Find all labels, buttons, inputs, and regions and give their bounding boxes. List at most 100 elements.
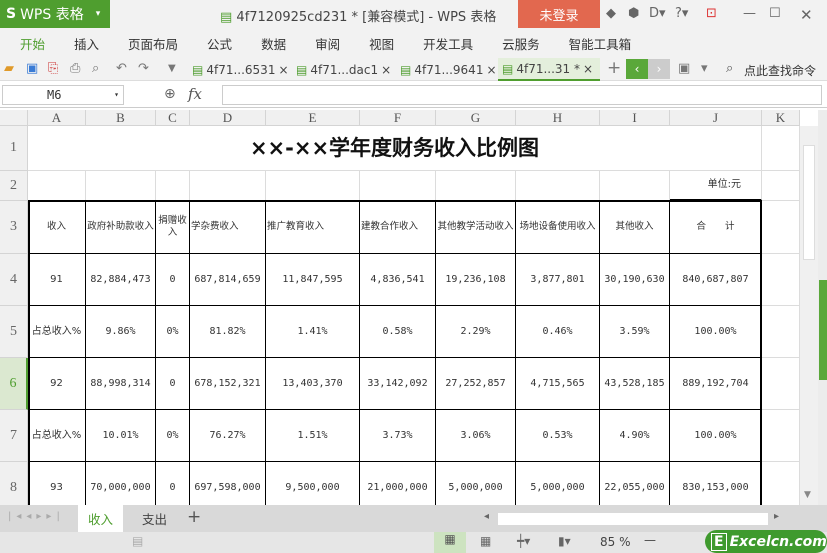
freeze-icon[interactable]: ┿▾: [517, 534, 531, 548]
save-icon[interactable]: ▣: [26, 61, 39, 76]
data-cell[interactable]: 82,884,473: [86, 254, 156, 306]
data-cell[interactable]: 21,000,000: [360, 462, 436, 505]
data-cell[interactable]: 9.86%: [86, 306, 156, 358]
row-header-1[interactable]: 1: [0, 126, 28, 171]
data-cell[interactable]: 93: [28, 462, 86, 505]
tab-next-icon[interactable]: ›: [648, 59, 670, 79]
tab-list-icon[interactable]: ▾: [701, 61, 708, 76]
data-cell[interactable]: 889,192,704: [670, 358, 762, 410]
data-cell[interactable]: 0: [156, 358, 190, 410]
row-header-4[interactable]: 4: [0, 254, 28, 306]
data-cell[interactable]: 2.29%: [436, 306, 516, 358]
cell[interactable]: [436, 171, 516, 201]
menu-home[interactable]: 开始: [20, 36, 46, 52]
data-cell[interactable]: 27,252,857: [436, 358, 516, 410]
doc-tab[interactable]: ▤ 4f71...6531 ×: [188, 58, 293, 81]
login-button[interactable]: 未登录: [518, 0, 600, 28]
close-icon[interactable]: ×: [486, 62, 497, 77]
maximize-icon[interactable]: ☐: [769, 6, 781, 21]
scroll-left-icon[interactable]: ◂: [484, 511, 490, 522]
menu-developer[interactable]: 开发工具: [423, 36, 474, 52]
data-cell[interactable]: 9,500,000: [266, 462, 360, 505]
column-header-C[interactable]: C: [156, 110, 190, 126]
skin-icon[interactable]: ◆: [606, 6, 616, 21]
data-cell[interactable]: 3.06%: [436, 410, 516, 462]
column-header-J[interactable]: J: [670, 110, 762, 126]
data-cell[interactable]: 占总收入%: [28, 306, 86, 358]
column-header-K[interactable]: K: [762, 110, 800, 126]
cell[interactable]: [762, 126, 800, 171]
print-icon[interactable]: ⎙: [70, 61, 81, 76]
undo-icon[interactable]: ↶: [116, 61, 127, 76]
column-title[interactable]: 其他收入: [600, 201, 670, 254]
menu-data[interactable]: 数据: [261, 36, 287, 52]
data-cell[interactable]: 91: [28, 254, 86, 306]
scroll-down-icon[interactable]: ▼: [804, 490, 811, 500]
menu-page-layout[interactable]: 页面布局: [128, 36, 179, 52]
display-icon[interactable]: ▣: [678, 61, 691, 76]
column-title[interactable]: 捐赠收入: [156, 201, 190, 254]
cell[interactable]: [762, 358, 800, 410]
menu-smart-tools[interactable]: 智能工具箱: [568, 36, 632, 52]
data-cell[interactable]: 11,847,595: [266, 254, 360, 306]
name-box[interactable]: M6 ▾: [2, 85, 124, 105]
data-cell[interactable]: 0%: [156, 410, 190, 462]
column-title[interactable]: 政府补助款收入: [86, 201, 156, 254]
column-title[interactable]: 建教合作收入: [360, 201, 436, 254]
data-cell[interactable]: 81.82%: [190, 306, 266, 358]
close-icon[interactable]: ✕: [800, 6, 813, 24]
data-cell[interactable]: 4,836,541: [360, 254, 436, 306]
doc-tab-active[interactable]: ▤ 4f71...31 * ×: [498, 58, 600, 81]
chevron-down-icon[interactable]: ▾: [114, 90, 119, 99]
row-header-7[interactable]: 7: [0, 410, 28, 462]
formula-input[interactable]: [222, 85, 822, 105]
sheet-tab-expense[interactable]: 支出: [142, 512, 168, 527]
row-header-6[interactable]: 6: [0, 358, 28, 410]
data-cell[interactable]: 4.90%: [600, 410, 670, 462]
scroll-right-icon[interactable]: ▸: [774, 511, 780, 522]
data-cell[interactable]: 30,190,630: [600, 254, 670, 306]
cell[interactable]: [762, 254, 800, 306]
data-cell[interactable]: 100.00%: [670, 306, 762, 358]
cell[interactable]: [600, 171, 670, 201]
data-cell[interactable]: 1.41%: [266, 306, 360, 358]
data-cell[interactable]: 33,142,092: [360, 358, 436, 410]
zoom-formula-icon[interactable]: ⊕: [164, 86, 176, 102]
data-cell[interactable]: 1.51%: [266, 410, 360, 462]
cell[interactable]: [762, 201, 800, 254]
close-icon[interactable]: ×: [278, 62, 289, 77]
cell[interactable]: [266, 171, 360, 201]
cell[interactable]: [762, 306, 800, 358]
zoom-out-icon[interactable]: —: [644, 533, 656, 547]
row-header-3[interactable]: 3: [0, 201, 28, 254]
column-title[interactable]: 合 计: [670, 201, 762, 254]
column-header-D[interactable]: D: [190, 110, 266, 126]
data-cell[interactable]: 0: [156, 254, 190, 306]
data-cell[interactable]: 19,236,108: [436, 254, 516, 306]
cell[interactable]: [516, 171, 600, 201]
column-header-F[interactable]: F: [360, 110, 436, 126]
column-header-E[interactable]: E: [266, 110, 360, 126]
select-all-corner[interactable]: [0, 110, 28, 126]
data-cell[interactable]: 70,000,000: [86, 462, 156, 505]
app-menu-button[interactable]: S WPS 表格 ▾: [0, 0, 110, 28]
data-cell[interactable]: 4,715,565: [516, 358, 600, 410]
menu-formulas[interactable]: 公式: [207, 36, 233, 52]
cell[interactable]: [360, 171, 436, 201]
export-pdf-icon[interactable]: ⎘: [48, 61, 59, 76]
more-dropdown-icon[interactable]: ▼: [168, 63, 176, 74]
share-icon[interactable]: D▾: [649, 6, 666, 21]
cell[interactable]: [762, 410, 800, 462]
open-icon[interactable]: ▰: [4, 61, 14, 76]
search-icon[interactable]: ⌕: [726, 61, 734, 76]
horizontal-scrollbar[interactable]: [498, 513, 768, 525]
normal-view-icon[interactable]: ▦: [434, 532, 466, 553]
data-cell[interactable]: 3,877,801: [516, 254, 600, 306]
macro-icon[interactable]: ▤: [132, 534, 144, 548]
cell[interactable]: [762, 171, 800, 201]
cell[interactable]: [156, 171, 190, 201]
data-cell[interactable]: 22,055,000: [600, 462, 670, 505]
row-header-8[interactable]: 8: [0, 462, 28, 505]
new-tab-icon[interactable]: +: [607, 58, 622, 78]
add-sheet-icon[interactable]: +: [187, 507, 202, 527]
